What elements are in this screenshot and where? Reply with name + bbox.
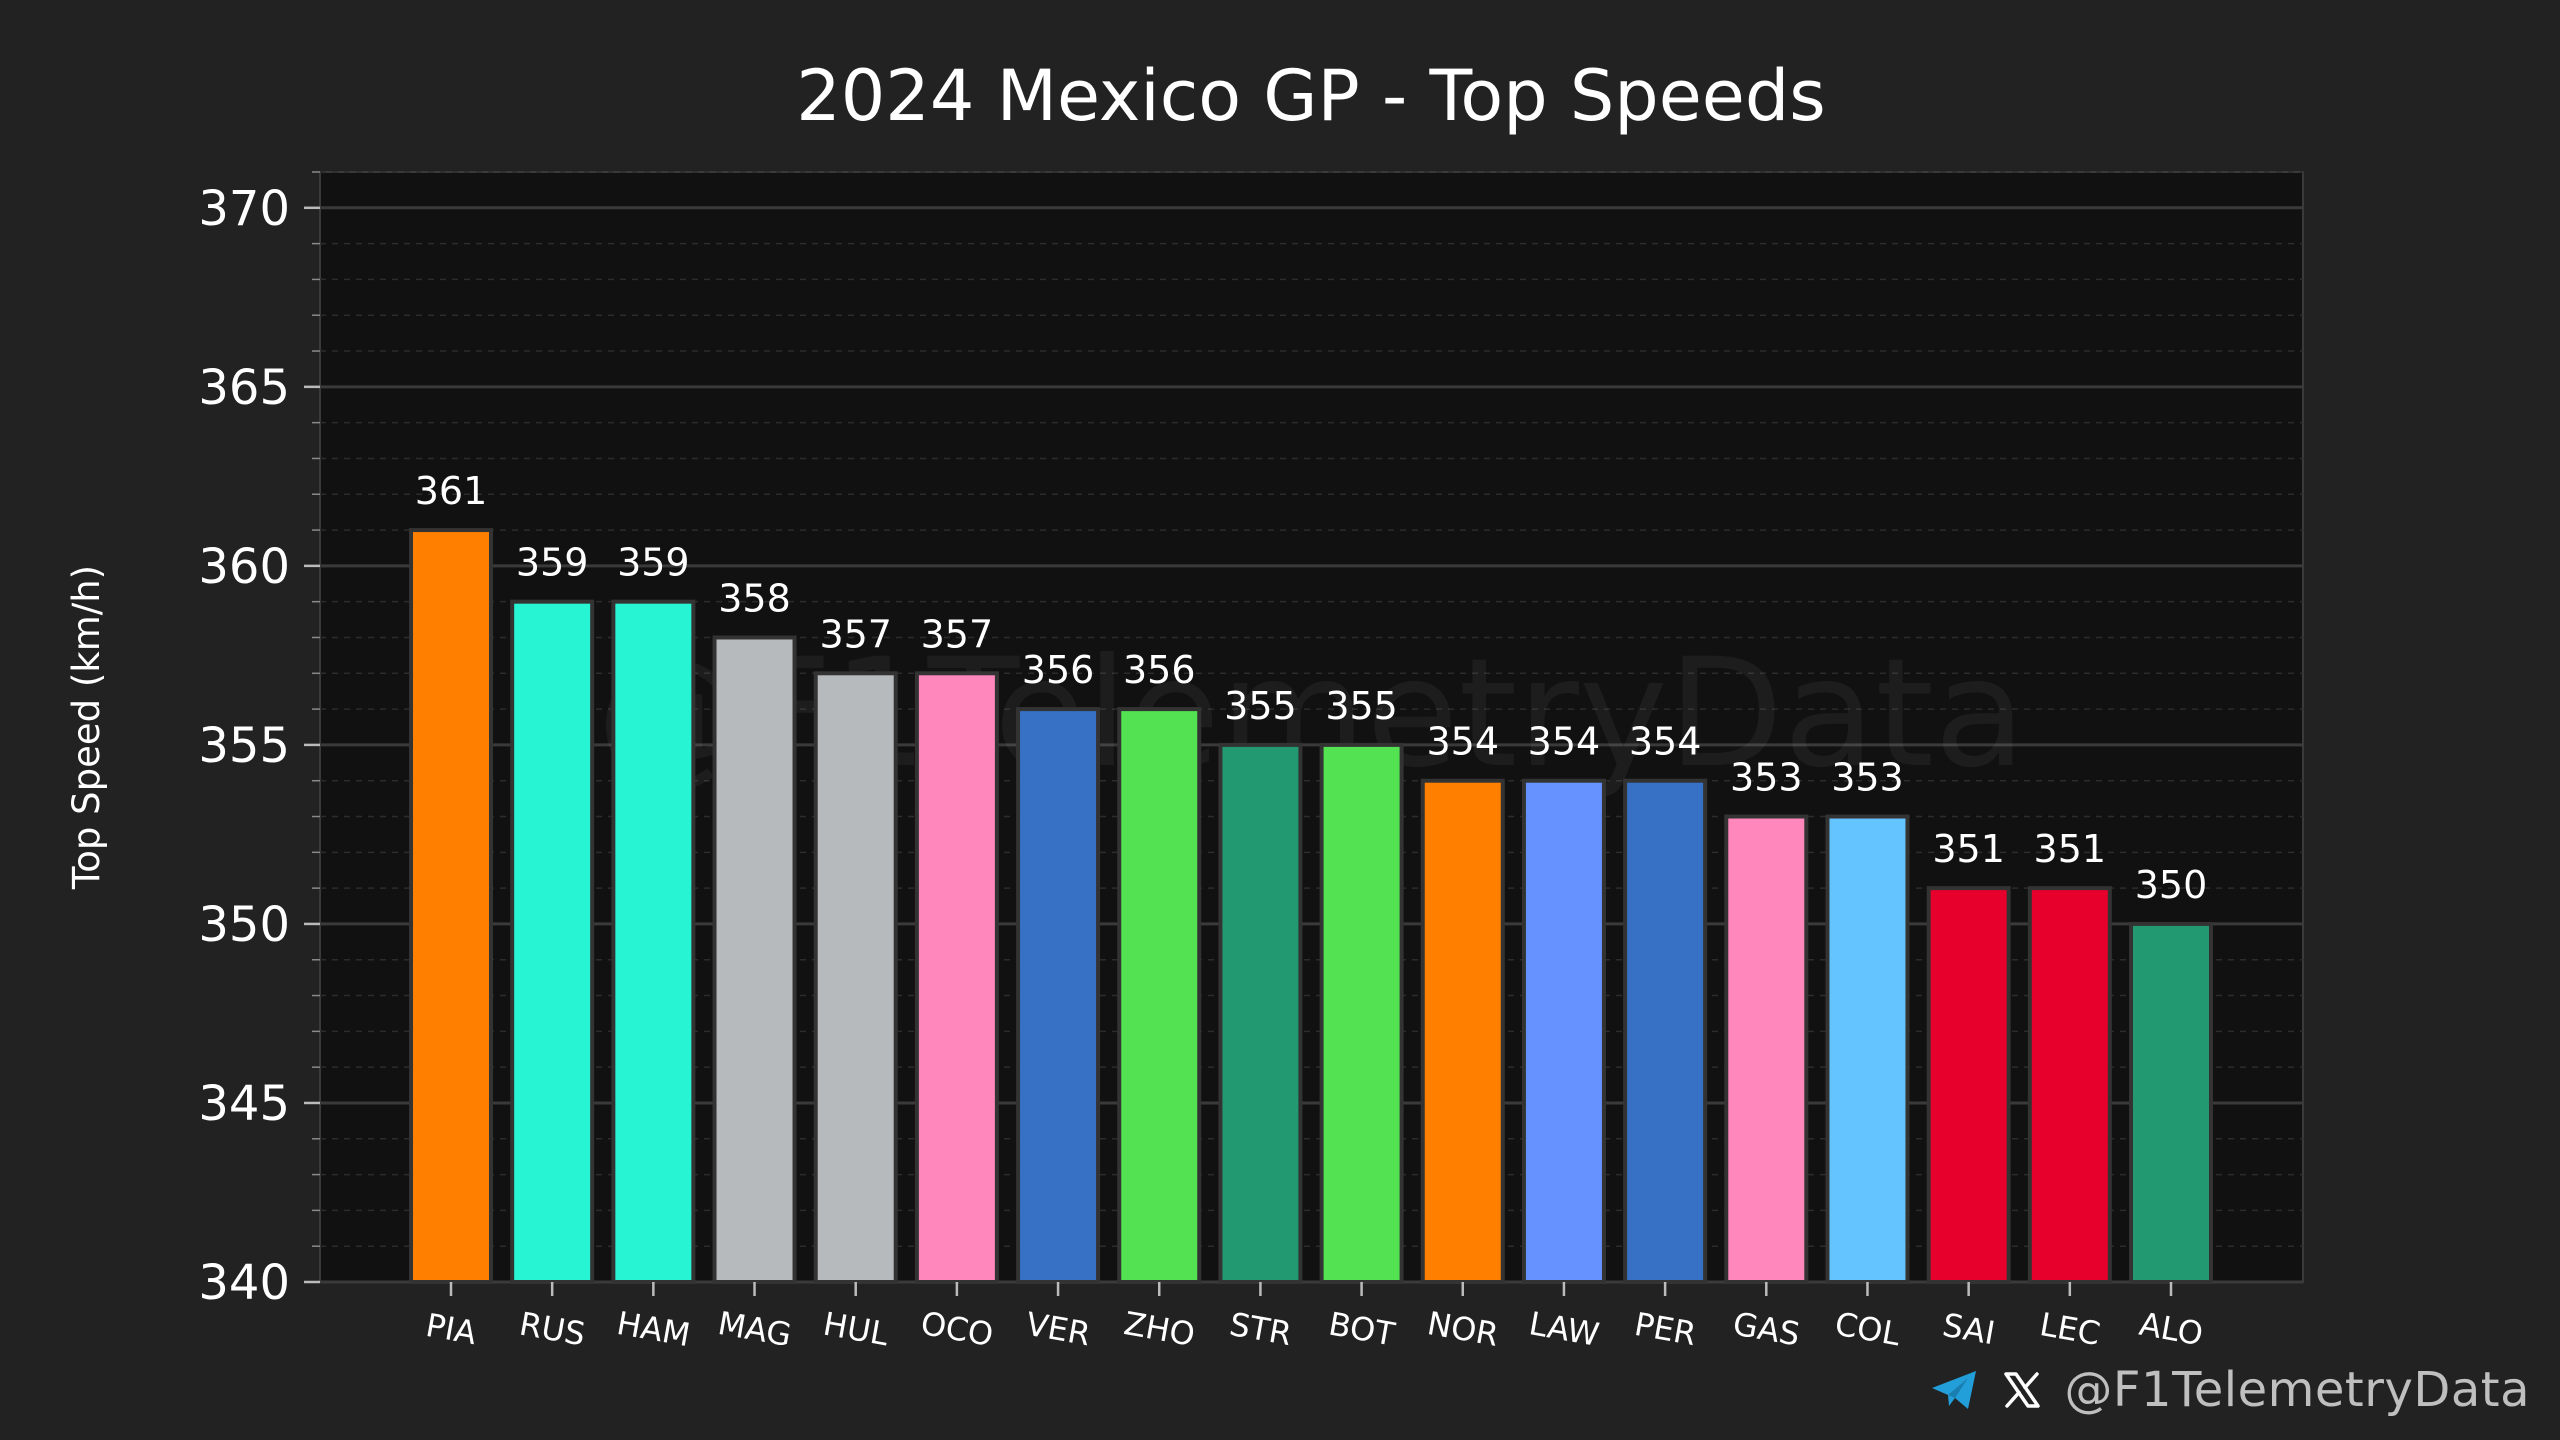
x-tick-label: STR: [1227, 1305, 1295, 1353]
data-label: 351: [1932, 827, 2005, 871]
bar-oco: [914, 671, 999, 1284]
bar-bot: [1319, 742, 1404, 1284]
x-tick-label: HAM: [614, 1304, 693, 1354]
x-axis: PIA RUS HAM MAG HUL OCO VER ZHO STR BOT NOR LAW PER G…: [423, 1282, 2206, 1354]
data-label: 359: [516, 541, 589, 585]
data-label: 351: [2034, 827, 2107, 871]
y-tick-label: 355: [198, 718, 290, 774]
x-tick-label: NOR: [1425, 1304, 1502, 1354]
y-axis-label: Top Speed (km/h): [65, 565, 108, 890]
bar-gas: [1724, 814, 1809, 1284]
x-tick-label: PER: [1632, 1305, 1699, 1353]
y-axis: 340 345 350 355 360 365 370: [198, 171, 320, 1311]
data-label: 356: [1123, 648, 1196, 692]
telegram-icon[interactable]: [1930, 1368, 1980, 1412]
y-tick-label: 370: [198, 181, 290, 237]
data-label: 356: [1022, 648, 1095, 692]
x-tick-label: LAW: [1526, 1304, 1602, 1354]
bar-str: [1218, 742, 1303, 1284]
bar-law: [1521, 778, 1606, 1284]
bar-alo: [2129, 921, 2213, 1284]
data-label: 355: [1224, 684, 1297, 728]
y-tick-label: 365: [198, 360, 290, 416]
bar-lec: [2027, 886, 2112, 1284]
y-tick-label: 345: [198, 1076, 290, 1132]
bar-rus: [510, 599, 595, 1284]
x-tick-label: HUL: [820, 1305, 891, 1354]
data-label: 353: [1831, 756, 1904, 800]
x-tick-label: PIA: [423, 1306, 480, 1352]
bar-ham: [611, 599, 696, 1284]
data-label: 354: [1426, 720, 1499, 764]
data-label: 359: [617, 541, 690, 585]
x-tick-label: MAG: [715, 1304, 794, 1354]
bar-zho: [1117, 707, 1202, 1284]
bar-nor: [1420, 778, 1505, 1284]
bar-pia: [409, 528, 493, 1284]
footer: @F1TelemetryData: [1930, 1352, 2530, 1428]
bar-ver: [1016, 707, 1101, 1284]
bar-hul: [813, 671, 898, 1284]
x-icon[interactable]: [2002, 1370, 2042, 1410]
x-tick-label: ZHO: [1121, 1304, 1198, 1354]
data-label: 357: [819, 612, 892, 656]
x-tick-label: COL: [1832, 1305, 1903, 1354]
y-tick-label: 360: [198, 539, 290, 595]
x-tick-label: ALO: [2136, 1305, 2205, 1353]
data-label: 361: [415, 469, 488, 513]
x-tick-label: LEC: [2037, 1305, 2103, 1353]
x-tick-label: SAI: [1940, 1306, 1998, 1352]
bar-sai: [1926, 886, 2011, 1284]
y-tick-label: 340: [198, 1255, 290, 1311]
y-tick-label: 350: [198, 897, 290, 953]
social-handle[interactable]: @F1TelemetryData: [2064, 1362, 2530, 1418]
data-label: 358: [718, 576, 791, 620]
watermark: @F1TelemetryData: [596, 627, 2026, 801]
bar-mag: [712, 635, 797, 1284]
x-tick-label: VER: [1023, 1305, 1093, 1354]
x-tick-label: BOT: [1326, 1305, 1398, 1354]
data-label: 350: [2135, 863, 2208, 907]
data-label: 354: [1528, 720, 1601, 764]
bar-col: [1825, 814, 1910, 1284]
data-label: 353: [1730, 756, 1803, 800]
x-tick-label: RUS: [517, 1305, 589, 1354]
chart-title: 2024 Mexico GP - Top Speeds: [796, 55, 1826, 137]
data-label: 355: [1325, 684, 1398, 728]
x-tick-label: OCO: [918, 1304, 996, 1354]
data-label: 357: [921, 612, 994, 656]
data-label: 354: [1629, 720, 1702, 764]
bar-per: [1623, 778, 1708, 1284]
x-tick-label: GAS: [1730, 1304, 1803, 1353]
